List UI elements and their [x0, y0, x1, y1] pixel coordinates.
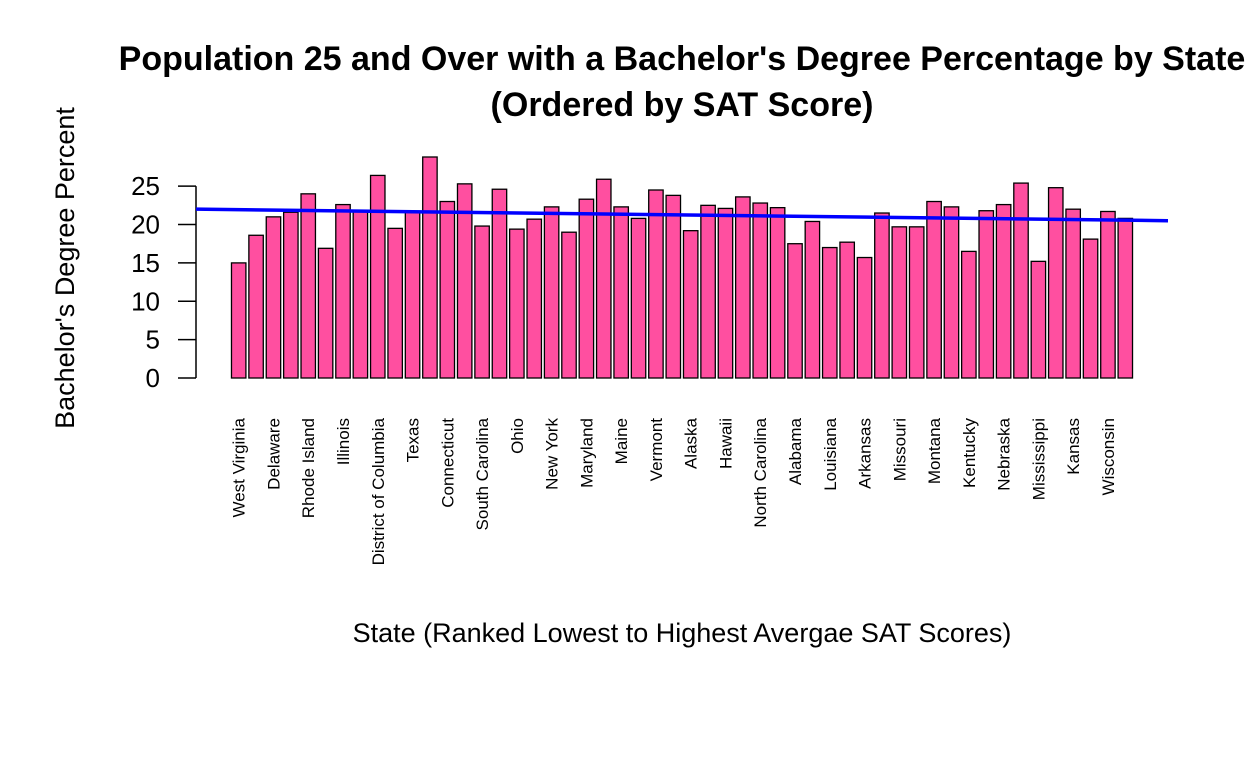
y-tick-label: 20 — [131, 210, 160, 240]
bar — [561, 231, 577, 379]
bar — [717, 207, 734, 379]
x-tick-label: Louisiana — [821, 417, 840, 490]
bar — [543, 206, 560, 379]
bar — [943, 206, 960, 379]
x-tick-label: South Carolina — [473, 417, 492, 530]
bar — [352, 210, 369, 379]
bar — [891, 226, 908, 379]
bar — [787, 243, 803, 379]
bar — [908, 226, 925, 379]
x-tick-label: Missouri — [890, 418, 909, 481]
bar — [300, 193, 317, 379]
bar — [1100, 210, 1116, 379]
bar — [682, 230, 699, 379]
y-axis: 0 5 10 15 20 25 — [131, 171, 197, 393]
bar — [491, 188, 508, 379]
bar — [1117, 217, 1134, 379]
y-tick-label: 0 — [146, 363, 160, 393]
bar — [1082, 238, 1099, 379]
x-tick-label: Hawaii — [716, 418, 735, 469]
bar — [1013, 182, 1029, 379]
bar — [978, 210, 995, 379]
x-tick-label: Montana — [925, 417, 944, 484]
bar — [508, 228, 525, 379]
x-tick-label: Rhode Island — [299, 418, 318, 518]
bar — [404, 211, 421, 379]
bar — [248, 234, 264, 379]
bar — [648, 189, 664, 379]
bar — [769, 206, 786, 379]
x-tick-label: Kansas — [1064, 418, 1083, 475]
bar — [578, 198, 595, 379]
bar — [526, 218, 543, 379]
x-tick-labels: West Virginia Delaware Rhode Island Illinoi… — [230, 417, 1118, 565]
x-tick-label: Maryland — [577, 418, 596, 488]
x-tick-label: Nebraska — [995, 417, 1014, 490]
x-tick-label: New York — [543, 418, 562, 490]
bar — [335, 203, 351, 379]
bar — [665, 194, 682, 379]
bar — [1065, 208, 1082, 379]
bar — [613, 206, 630, 379]
bar — [630, 217, 647, 379]
bar — [874, 212, 890, 379]
x-axis-label: State (Ranked Lowest to Highest Avergae … — [353, 618, 1012, 648]
x-tick-label: Alabama — [786, 417, 805, 485]
y-axis-label: Bachelor's Degree Percent — [50, 107, 80, 429]
x-tick-label: Arkansas — [856, 418, 875, 489]
x-tick-label: Wisconsin — [1099, 418, 1118, 495]
x-tick-label: Ohio — [508, 418, 527, 454]
x-tick-label: Connecticut — [438, 418, 457, 508]
trend-line-group — [195, 207, 1169, 223]
bar — [926, 200, 942, 379]
y-tick-label: 5 — [146, 325, 160, 355]
bar — [317, 247, 334, 379]
x-tick-label: Maine — [612, 418, 631, 464]
trend-line — [195, 207, 1169, 223]
chart-title: Population 25 and Over with a Bachelor's… — [119, 40, 1246, 78]
bar — [856, 256, 873, 379]
bar — [804, 220, 821, 379]
bar — [752, 202, 769, 379]
bar — [700, 204, 716, 379]
x-tick-label: Illinois — [334, 418, 353, 465]
bar — [734, 196, 751, 379]
bar — [282, 211, 299, 379]
chart-subtitle: (Ordered by SAT Score) — [491, 86, 874, 124]
bar — [230, 262, 247, 379]
bar — [265, 216, 282, 379]
bar — [422, 156, 438, 379]
x-tick-label: West Virginia — [230, 417, 249, 517]
bar — [960, 250, 977, 379]
bar — [474, 225, 490, 379]
bar — [456, 183, 473, 379]
bar — [1030, 260, 1047, 379]
y-tick-label: 10 — [131, 286, 160, 316]
bars — [230, 156, 1134, 379]
bar — [821, 246, 838, 379]
x-tick-label: Kentucky — [960, 418, 979, 488]
x-tick-label: District of Columbia — [369, 417, 388, 565]
x-tick-label: Alaska — [682, 417, 701, 469]
bar — [1047, 187, 1064, 379]
bar — [839, 241, 856, 379]
x-tick-label: Delaware — [264, 418, 283, 490]
bar — [369, 174, 386, 379]
x-tick-label: Texas — [404, 418, 423, 462]
y-tick-label: 25 — [131, 171, 160, 201]
x-tick-label: Mississippi — [1029, 418, 1048, 500]
y-tick-label: 15 — [131, 248, 160, 278]
bar — [595, 178, 612, 379]
x-tick-label: Vermont — [647, 418, 666, 482]
bar — [387, 227, 404, 379]
bar — [439, 200, 456, 379]
bar — [995, 203, 1012, 379]
x-tick-label: North Carolina — [751, 417, 770, 527]
